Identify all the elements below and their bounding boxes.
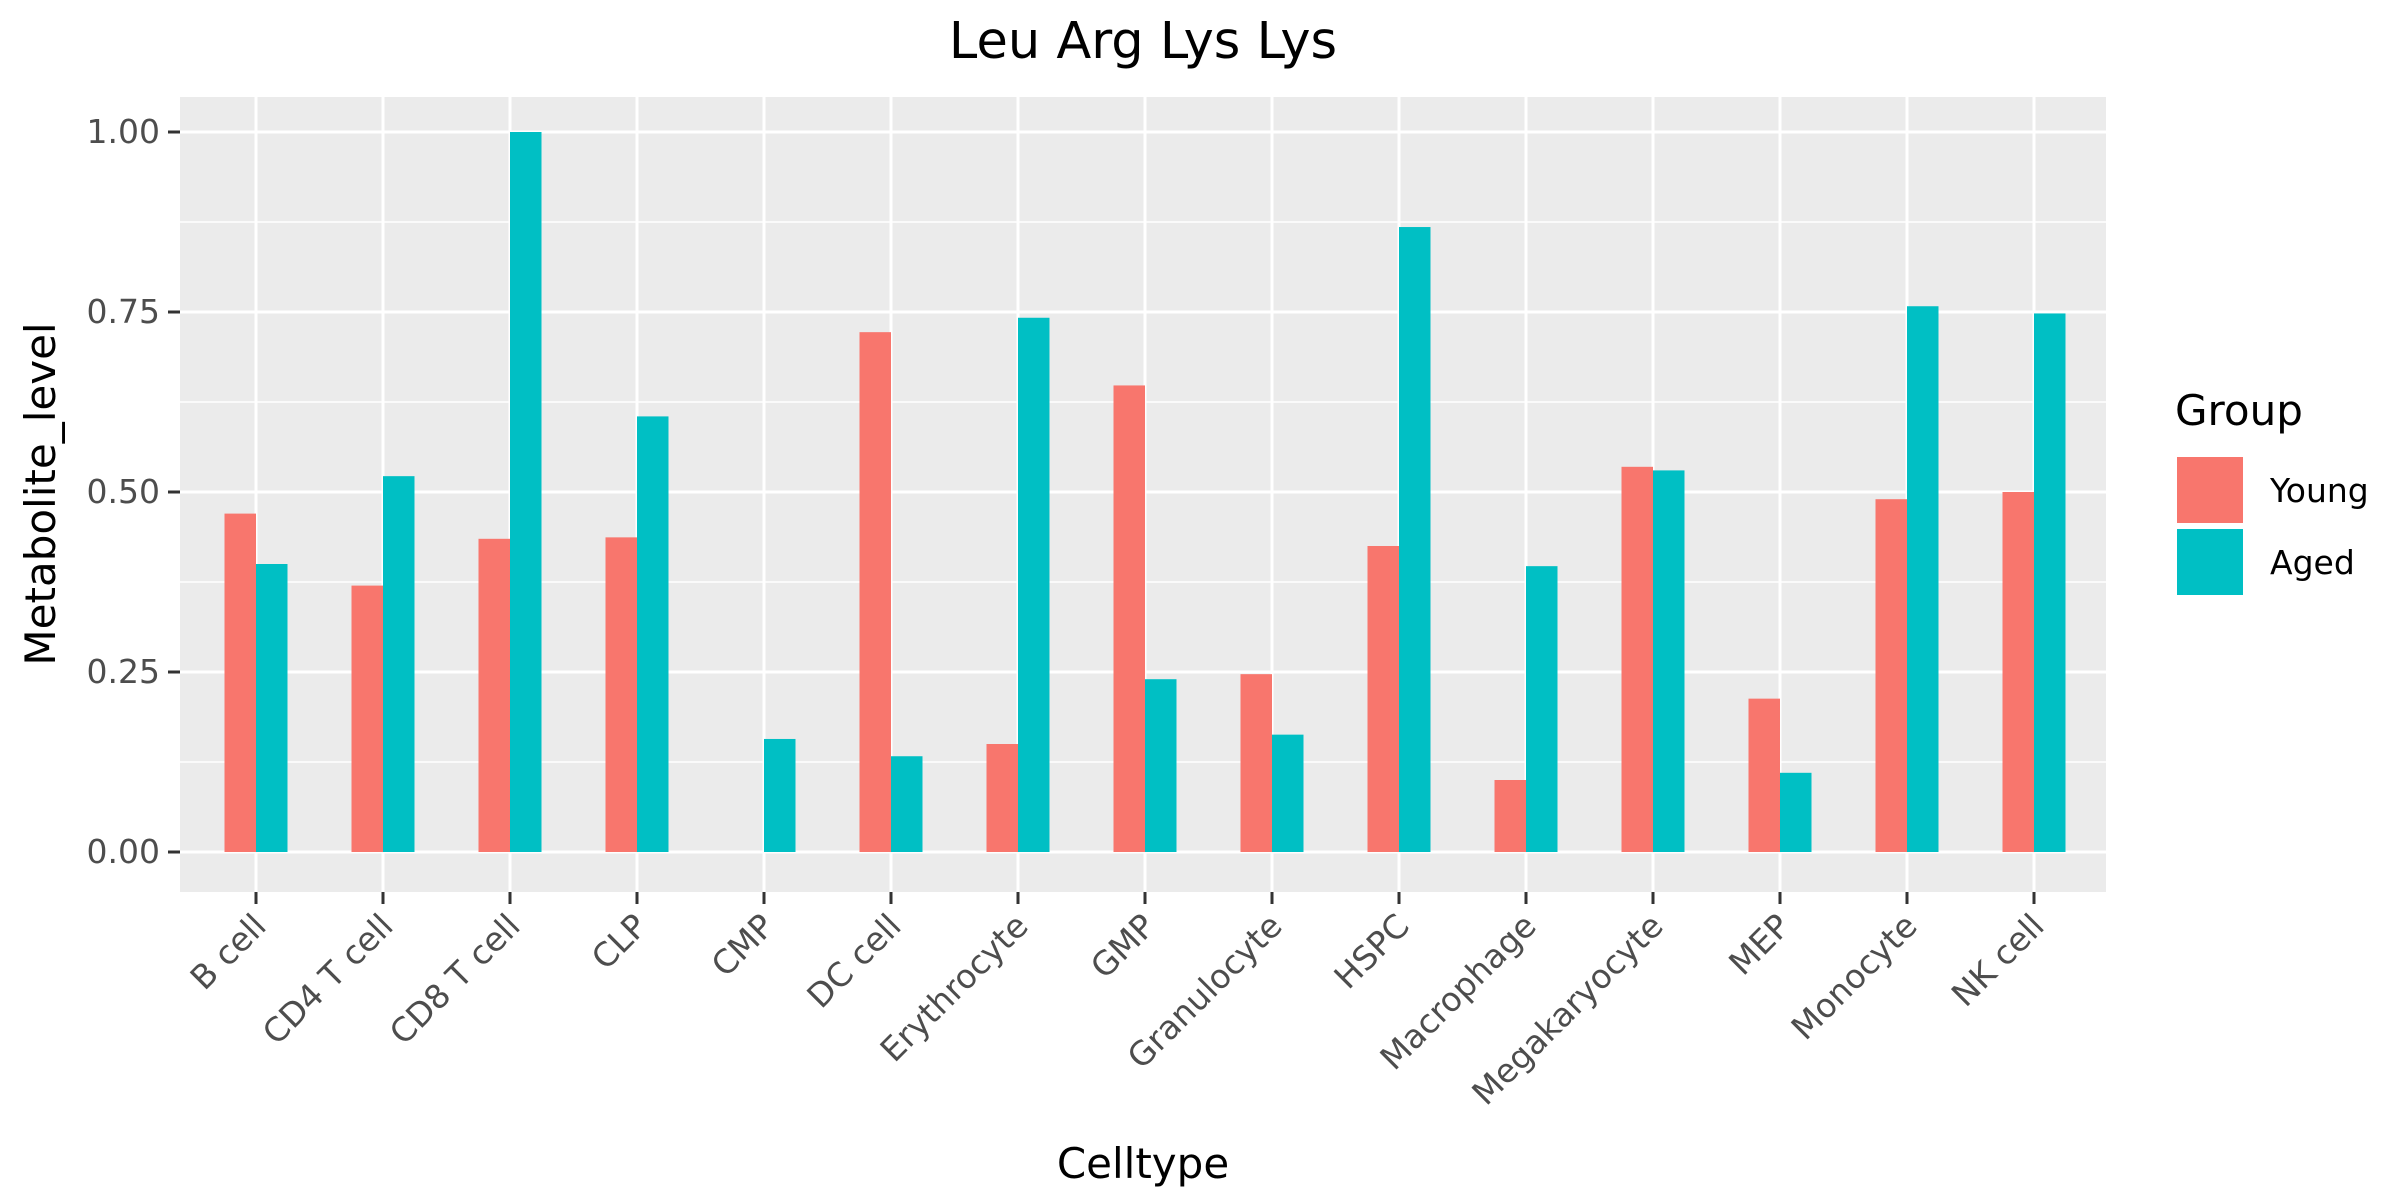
x-tick-label: Monocyte (1783, 906, 1924, 1047)
bar-young (1748, 698, 1780, 852)
bar-young (1367, 546, 1399, 852)
legend-key-young (2177, 457, 2243, 523)
bar-young (1240, 674, 1272, 852)
bar-aged (1018, 317, 1050, 852)
legend-label-aged: Aged (2270, 543, 2355, 582)
bar-aged (510, 132, 542, 852)
y-axis-label: Metabolite_level (16, 322, 65, 665)
bar-aged (1399, 227, 1431, 853)
bar-young (2002, 492, 2034, 852)
bar-aged (256, 564, 288, 852)
y-axis: 0.00 0.25 0.50 0.75 1.00 (87, 112, 180, 871)
bar-aged (891, 756, 923, 852)
legend-key-aged (2177, 529, 2243, 595)
bar-aged (764, 738, 796, 852)
x-tick-label: MEP (1721, 906, 1798, 983)
bar-aged (637, 416, 669, 852)
bar-young (859, 332, 891, 852)
bar-young (1494, 780, 1526, 852)
bar-aged (1145, 679, 1177, 852)
bar-aged (1653, 470, 1685, 852)
bar-young (478, 538, 510, 852)
bar-aged (1907, 306, 1939, 852)
y-tick-label: 0.75 (87, 292, 160, 331)
chart-title: Leu Arg Lys Lys (949, 12, 1337, 71)
bar-aged (1272, 734, 1304, 852)
y-tick-label: 0.50 (87, 472, 160, 511)
x-tick-label: CLP (584, 906, 655, 977)
legend-title: Group (2175, 386, 2303, 435)
y-tick-label: 0.25 (87, 652, 160, 691)
x-tick-label: NK cell (1944, 906, 2052, 1014)
x-tick-label: GMP (1083, 906, 1163, 986)
bar-young (351, 585, 383, 852)
x-tick-label: DC cell (799, 906, 908, 1015)
x-tick-label: CMP (704, 906, 782, 984)
x-tick-label: CD8 T cell (382, 906, 528, 1052)
bar-aged (2034, 313, 2066, 852)
bar-young (605, 537, 637, 852)
x-tick-label: HSPC (1326, 906, 1416, 996)
x-tick-label: B cell (182, 906, 273, 997)
bar-aged (1780, 772, 1812, 852)
bar-young (1621, 466, 1653, 852)
legend: Group Young Aged (2175, 386, 2369, 595)
bars (224, 132, 2066, 853)
legend-label-young: Young (2269, 471, 2369, 510)
bar-young (1113, 385, 1145, 852)
x-tick-label: CD4 T cell (255, 906, 401, 1052)
x-axis-label: Celltype (1057, 1139, 1229, 1188)
bar-aged (383, 476, 415, 852)
bar-young (224, 513, 256, 852)
bar-young (1875, 499, 1907, 852)
y-tick-label: 1.00 (87, 112, 160, 151)
bar-young (986, 744, 1018, 852)
y-tick-label: 0.00 (87, 832, 160, 871)
bar-aged (1526, 566, 1558, 852)
